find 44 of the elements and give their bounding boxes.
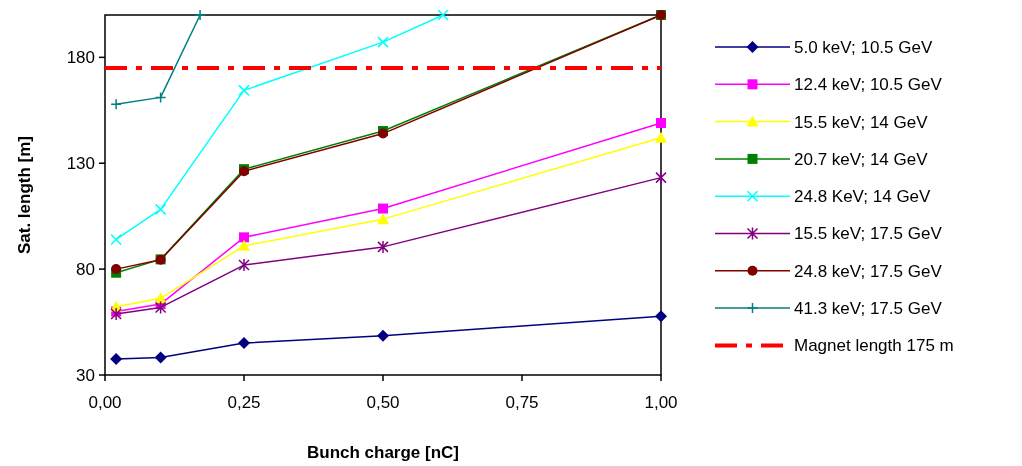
- point: [238, 239, 250, 251]
- x-axis-title: Bunch charge [nC]: [306, 443, 460, 462]
- legend-label: Magnet length 175 m: [794, 336, 954, 356]
- y-axis-title: Sat. length [m]: [15, 135, 34, 255]
- x-tick-label: 1,00: [644, 393, 678, 412]
- point: [377, 329, 389, 342]
- point: [655, 131, 667, 143]
- x-tick-label: 0,25: [227, 393, 261, 412]
- point: [656, 118, 666, 128]
- point: [238, 84, 250, 97]
- point: [377, 36, 389, 48]
- y-tick-label: 130: [66, 154, 95, 174]
- legend-label: 24.8 keV; 17.5 GeV: [794, 261, 943, 281]
- point: [194, 9, 206, 21]
- x-tick-label: 0,00: [88, 393, 122, 412]
- point: [378, 203, 388, 214]
- point: [110, 307, 122, 321]
- point: [154, 91, 167, 104]
- legend-label: 5.0 keV; 10.5 GeV: [794, 37, 933, 57]
- point: [154, 203, 167, 216]
- y-tick-label: 80: [76, 260, 95, 280]
- point: [110, 98, 122, 111]
- point: [377, 213, 389, 225]
- point: [655, 310, 667, 323]
- legend-label: 12.4 keV; 10.5 GeV: [794, 75, 943, 95]
- legend-label: 24.8 KeV; 14 GeV: [794, 187, 932, 207]
- point: [110, 233, 122, 246]
- point: [239, 232, 249, 243]
- point: [238, 258, 250, 272]
- y-tick-label: 180: [66, 48, 95, 68]
- point: [154, 300, 167, 315]
- point: [154, 351, 167, 364]
- point: [110, 353, 123, 366]
- legend-label: 20.7 keV; 14 GeV: [794, 149, 929, 169]
- legend-label: 41.3 keV; 17.5 GeV: [794, 299, 943, 319]
- legend-label: 15.5 keV; 14 GeV: [794, 112, 929, 132]
- point: [437, 9, 449, 21]
- y-tick-label: 30: [76, 365, 95, 385]
- point: [377, 240, 389, 254]
- point: [655, 170, 667, 185]
- point: [238, 337, 250, 350]
- legend-label: 15.5 keV; 17.5 GeV: [794, 224, 943, 244]
- x-tick-label: 0,75: [505, 393, 539, 412]
- x-tick-label: 0,50: [366, 393, 400, 412]
